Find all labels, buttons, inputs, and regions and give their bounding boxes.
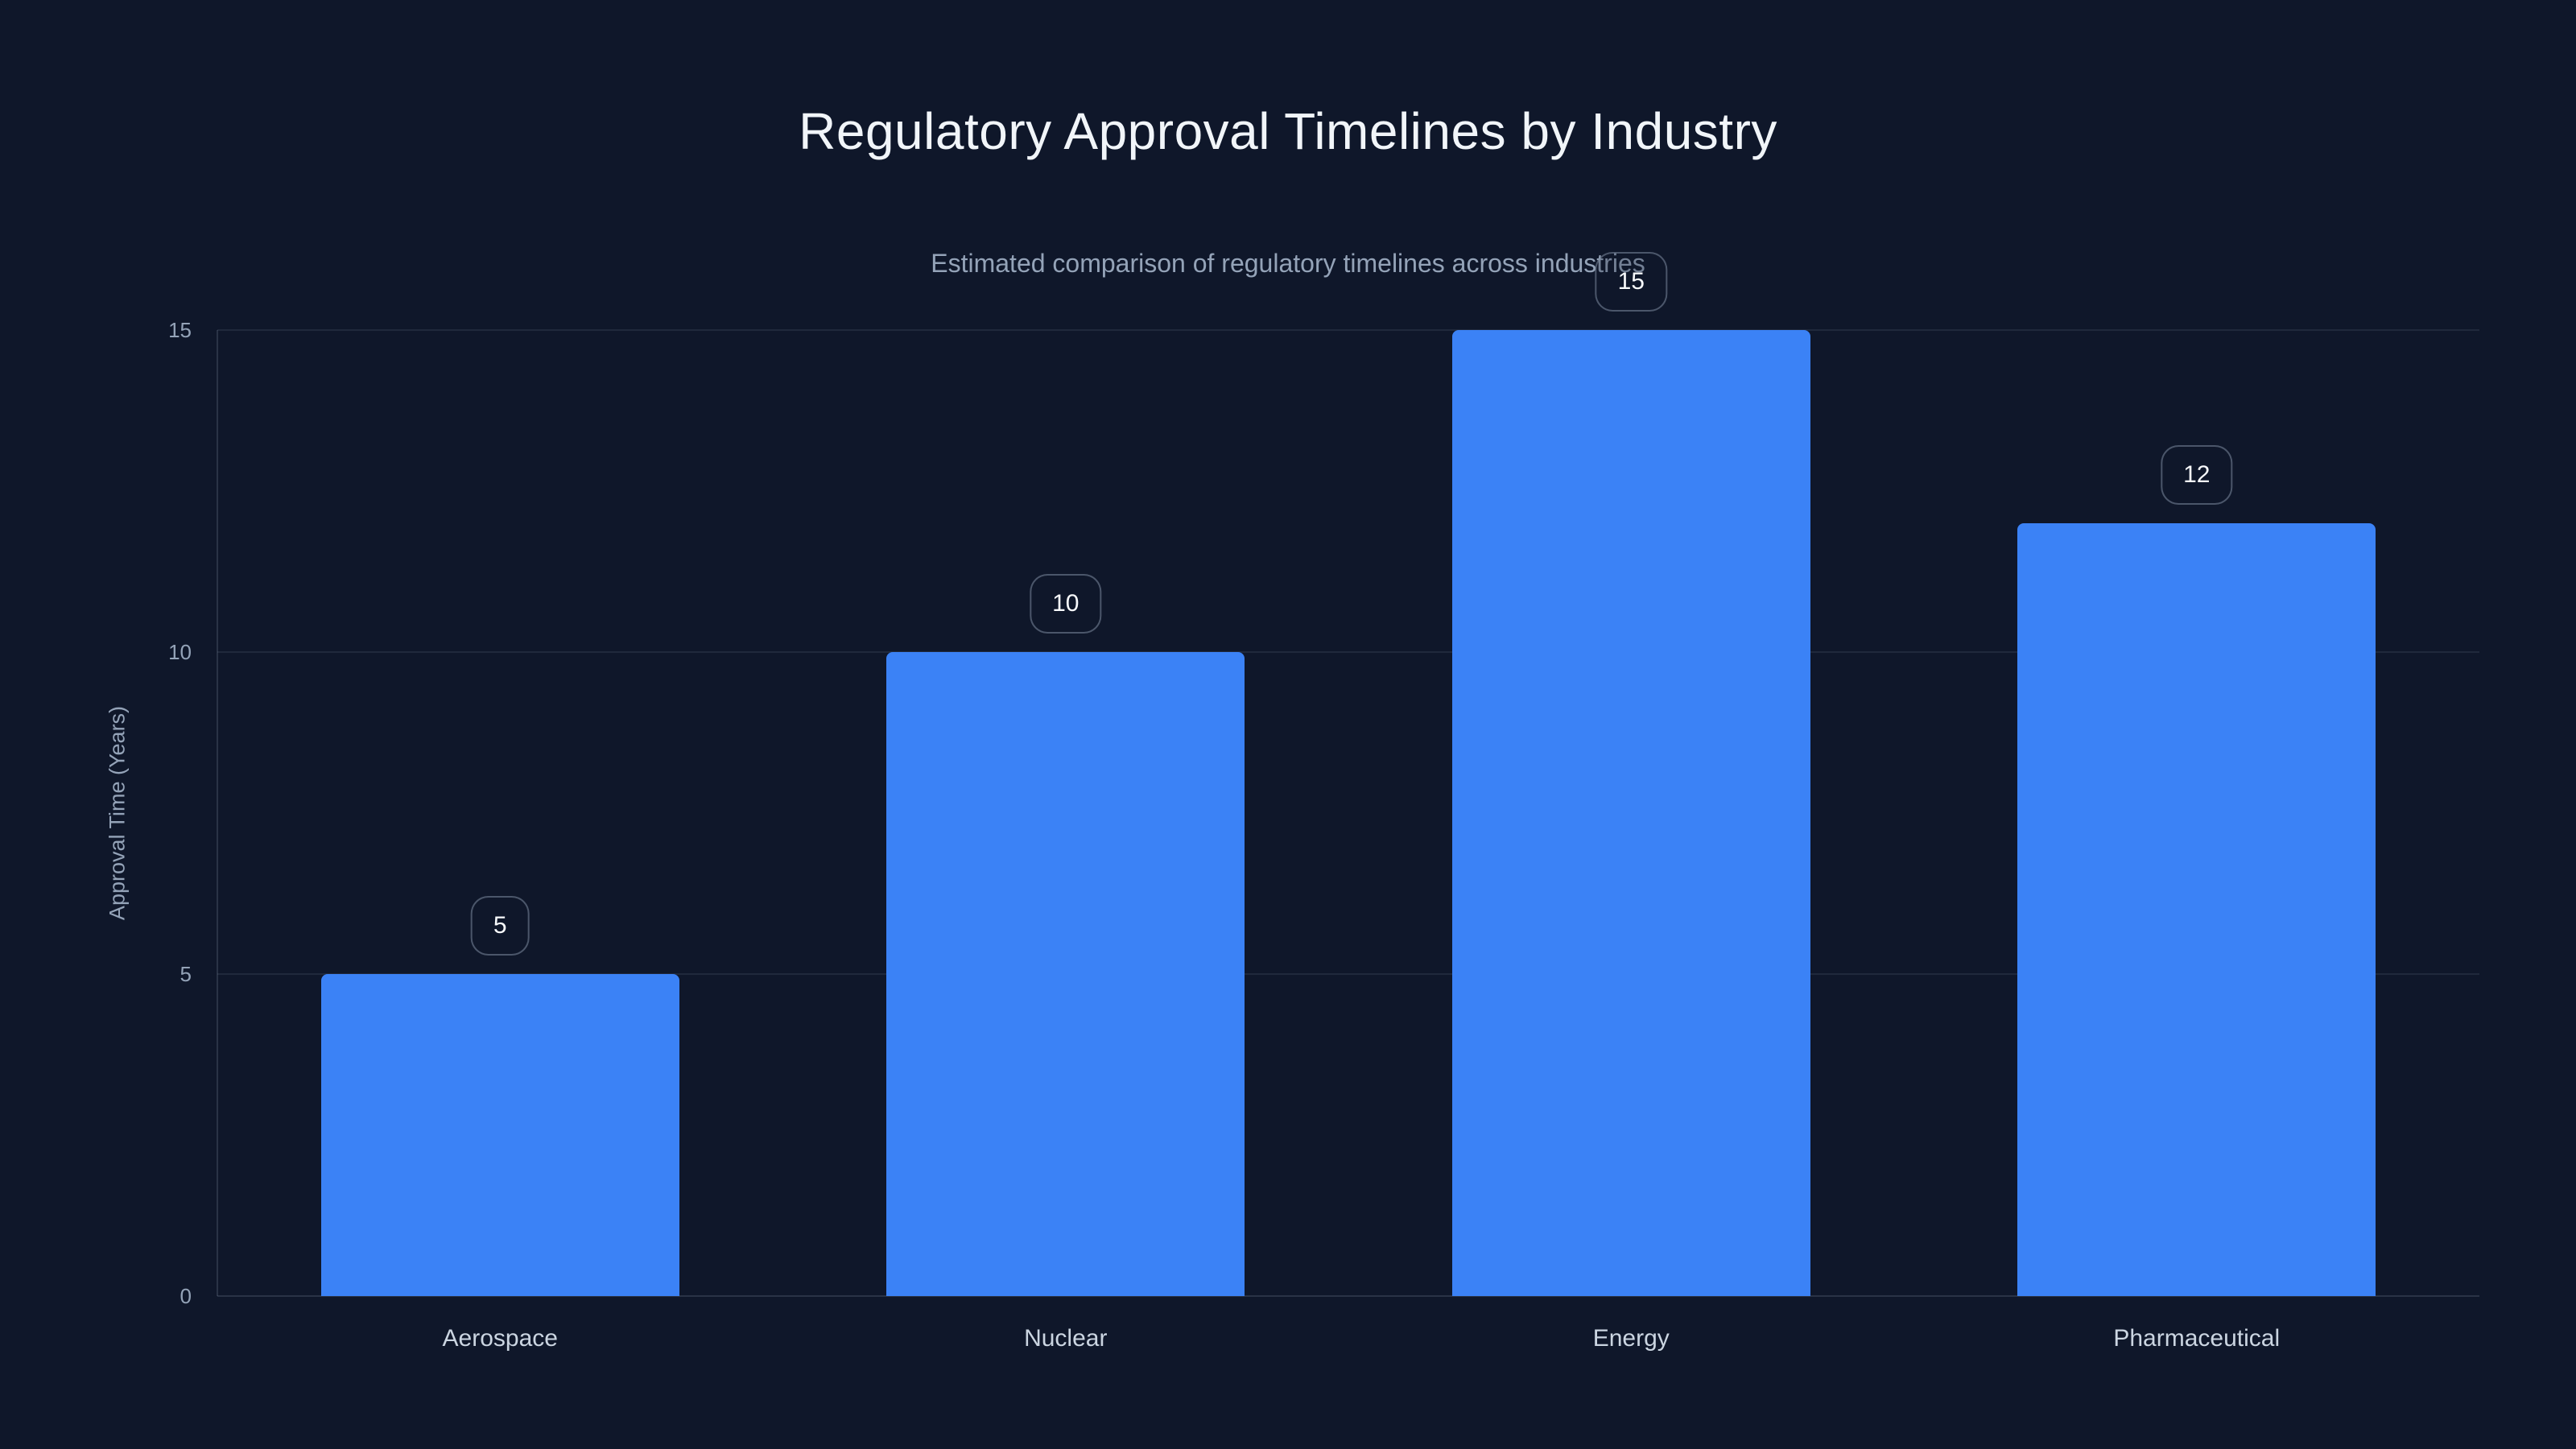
chart-title: Regulatory Approval Timelines by Industr…	[799, 102, 1777, 160]
x-category-label: Aerospace	[442, 1325, 558, 1352]
value-badge: 5	[470, 896, 530, 956]
bar-energy	[1451, 330, 1810, 1296]
chart-subtitle: Estimated comparison of regulatory timel…	[931, 249, 1645, 278]
y-gridline	[217, 651, 2479, 653]
y-tick-label: 0	[180, 1284, 192, 1308]
y-axis-title: Approval Time (Years)	[105, 705, 130, 921]
bar-aerospace	[320, 974, 679, 1296]
bar-nuclear	[886, 652, 1245, 1296]
value-badge: 15	[1595, 252, 1667, 312]
y-tick-label: 15	[168, 318, 192, 342]
value-badge: 10	[1030, 574, 1102, 634]
value-badge: 12	[2161, 445, 2233, 505]
x-axis-line	[217, 1295, 2479, 1297]
bar-pharmaceutical	[2017, 523, 2376, 1296]
y-axis-line	[217, 330, 218, 1296]
y-gridline	[217, 329, 2479, 331]
x-category-label: Energy	[1592, 1325, 1670, 1352]
x-category-label: Pharmaceutical	[2113, 1325, 2281, 1352]
x-category-label: Nuclear	[1024, 1325, 1108, 1352]
y-gridline	[217, 973, 2479, 975]
y-tick-label: 10	[168, 640, 192, 664]
y-tick-label: 5	[180, 962, 192, 986]
